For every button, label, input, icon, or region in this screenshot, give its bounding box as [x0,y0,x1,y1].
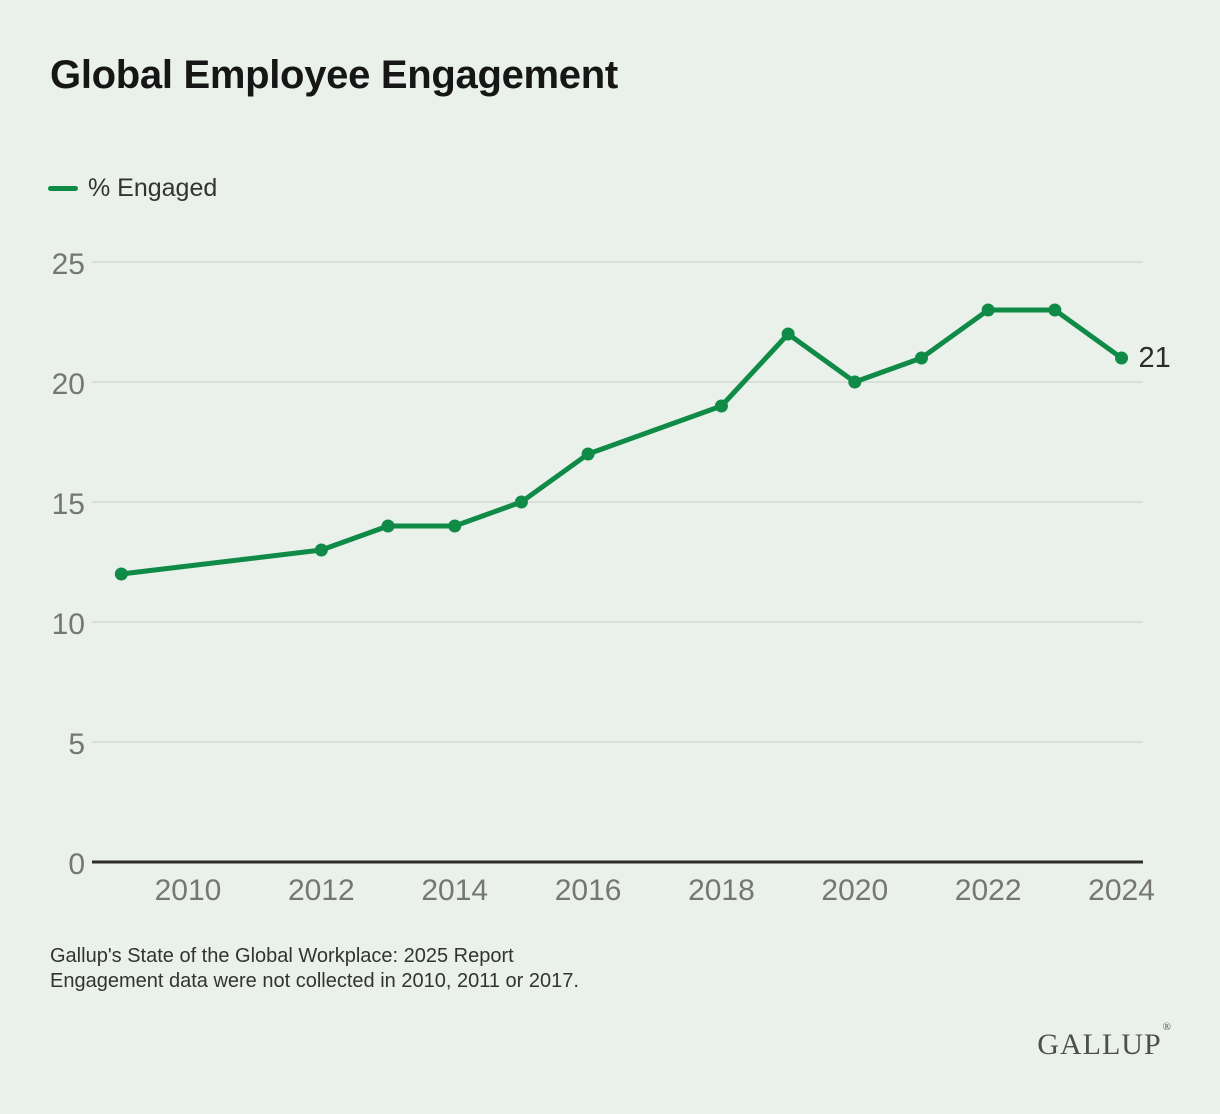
legend: % Engaged [48,174,217,203]
end-value-label: 21 [1139,342,1171,374]
source-line-2: Engagement data were not collected in 20… [50,970,579,992]
chart-title: Global Employee Engagement [50,53,618,97]
legend-line-swatch-icon [48,186,78,191]
y-tick-label-25: 25 [52,248,85,281]
y-tick-label-15: 15 [52,488,85,521]
registered-trademark-icon: ® [1162,1021,1171,1033]
x-tick-label-2014: 2014 [421,874,488,907]
data-point-2012 [314,543,328,557]
y-tick-label-10: 10 [52,608,85,641]
source-line-1: Gallup's State of the Global Workplace: … [50,945,514,967]
x-tick-label-2018: 2018 [688,874,755,907]
data-point-2019 [781,327,795,341]
y-tick-label-0: 0 [68,848,85,881]
x-tick-label-2020: 2020 [821,874,888,907]
engaged-series-line [118,307,1125,577]
gallup-logo: GALLUP® [1037,1021,1171,1062]
data-point-2023 [1048,303,1062,317]
y-tick-label-20: 20 [52,368,85,401]
legend-label: % Engaged [88,174,218,202]
gallup-logo-text: GALLUP [1037,1028,1162,1061]
x-tick-label-2012: 2012 [288,874,355,907]
data-point-2016 [581,447,595,461]
x-tick-label-2016: 2016 [555,874,622,907]
data-point-2013 [381,519,395,533]
source-footnote: Gallup's State of the Global Workplace: … [50,944,579,994]
data-point-2022 [981,303,995,317]
y-tick-label-5: 5 [68,728,85,761]
data-point-2015 [514,495,528,509]
x-tick-label-2010: 2010 [155,874,222,907]
data-point-2009 [114,567,128,581]
data-point-2021 [914,351,928,365]
x-tick-label-2024: 2024 [1088,874,1155,907]
x-tick-label-2022: 2022 [955,874,1022,907]
data-point-2014 [448,519,462,533]
data-point-2024 [1115,351,1129,365]
data-point-2020 [848,375,862,389]
data-point-2018 [714,399,728,413]
